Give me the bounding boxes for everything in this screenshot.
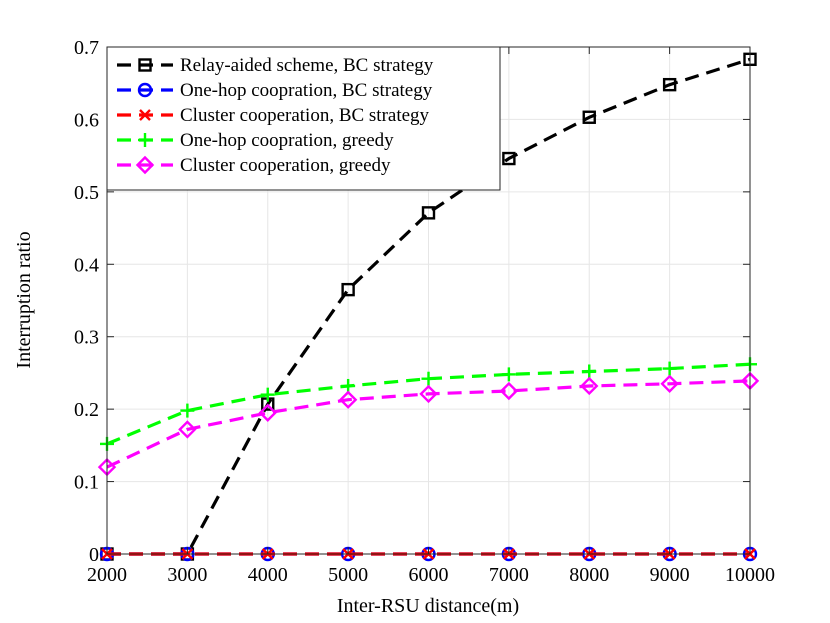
legend-label: One-hop coopration, greedy xyxy=(180,130,394,151)
y-tick-label: 0.1 xyxy=(74,472,99,494)
series-point xyxy=(421,206,436,220)
y-tick-label: 0.6 xyxy=(74,109,99,131)
legend-marker xyxy=(139,109,151,121)
series-point xyxy=(660,374,679,393)
series-point xyxy=(419,384,438,404)
series-point xyxy=(580,376,599,396)
series-point xyxy=(662,77,677,92)
series-point xyxy=(260,387,275,402)
y-tick-label: 0.4 xyxy=(74,254,99,276)
series-point xyxy=(258,403,277,422)
legend-marker xyxy=(137,82,153,98)
legend-label: Cluster cooperation, BC strategy xyxy=(180,105,430,126)
series-3 xyxy=(100,357,757,451)
y-tick-label: 0.7 xyxy=(74,37,99,59)
series-point xyxy=(180,403,195,418)
series-point xyxy=(499,381,519,401)
series-4 xyxy=(97,371,760,477)
series-point xyxy=(421,371,436,386)
legend-label: Cluster cooperation, greedy xyxy=(180,155,391,176)
legend-marker xyxy=(138,133,152,147)
axis-tick-labels: 2000 3000 4000 5000 6000 7000 8000 9000 10000 0 0.… xyxy=(74,37,775,586)
y-axis-label: Interruption ratio xyxy=(13,231,35,368)
y-tick-label: 0 xyxy=(89,544,99,566)
legend: Relay-aided scheme, BC strategy One-hop c… xyxy=(106,46,501,191)
x-tick-label: 9000 xyxy=(650,564,690,586)
x-tick-label: 7000 xyxy=(489,564,529,586)
series-point xyxy=(662,361,677,376)
x-tick-label: 6000 xyxy=(409,564,449,586)
y-tick-label: 0.3 xyxy=(74,327,99,349)
series-point xyxy=(501,367,516,382)
legend-marker xyxy=(135,155,155,175)
legend-label: Relay-aided scheme, BC strategy xyxy=(180,55,434,76)
series-point xyxy=(178,420,197,439)
x-tick-label: 10000 xyxy=(725,564,775,586)
series-point xyxy=(338,390,358,409)
legend-marker xyxy=(138,58,152,72)
x-tick-label: 8000 xyxy=(569,564,609,586)
y-tick-label: 0.5 xyxy=(74,182,99,204)
legend-label: One-hop coopration, BC strategy xyxy=(180,80,433,101)
legend-marker-stroke xyxy=(139,109,151,121)
series-point xyxy=(582,364,597,379)
series-point xyxy=(502,151,516,166)
x-tick-label: 3000 xyxy=(167,564,207,586)
series-line xyxy=(106,379,751,469)
series-point xyxy=(341,282,355,297)
x-tick-label: 5000 xyxy=(328,564,368,586)
series-point xyxy=(582,110,596,124)
x-tick-label: 4000 xyxy=(248,564,288,586)
series-line xyxy=(107,57,751,556)
x-axis-label: Inter-RSU distance(m) xyxy=(337,595,519,617)
x-tick-label: 2000 xyxy=(87,564,127,586)
y-tick-label: 0.2 xyxy=(74,399,99,421)
